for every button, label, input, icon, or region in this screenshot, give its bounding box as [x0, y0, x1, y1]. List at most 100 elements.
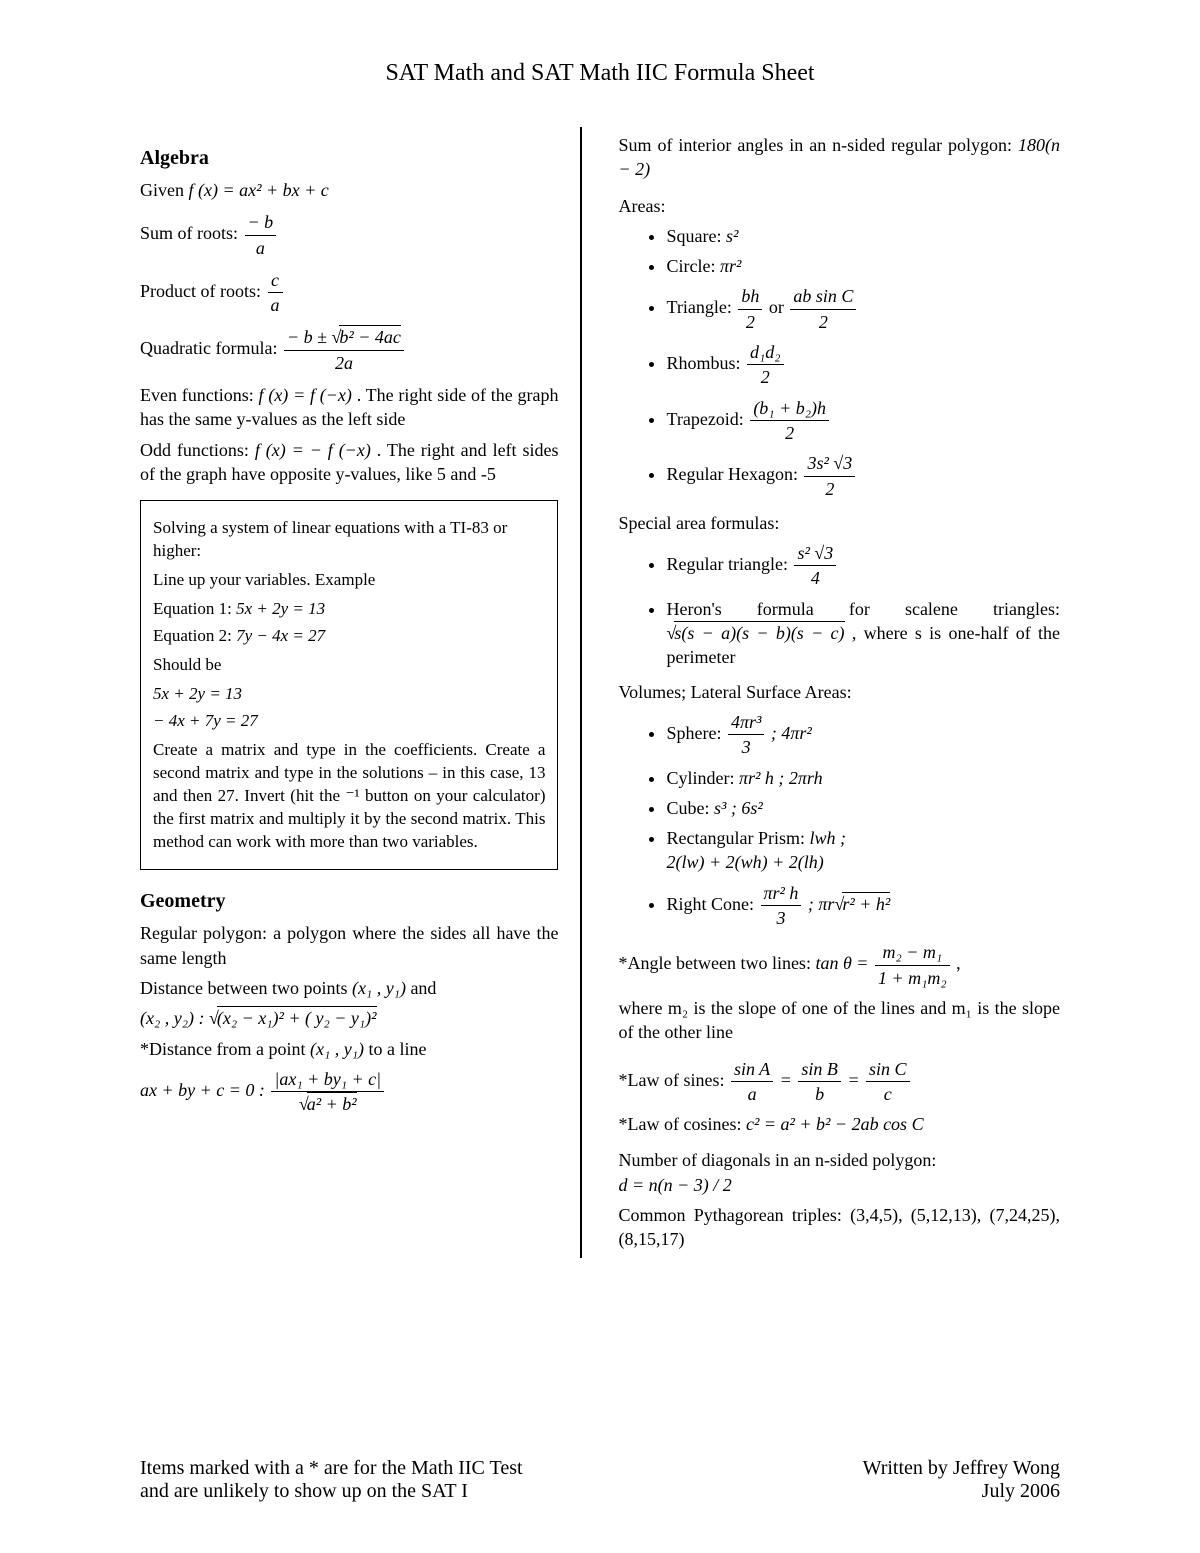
- prod-roots-den: a: [268, 293, 283, 317]
- sph-sa: ; 4πr²: [771, 723, 812, 743]
- pt-line-num: |ax₁ + by₁ + c|: [271, 1067, 384, 1092]
- quad-num-pre: − b ±: [287, 327, 332, 347]
- pt-line-den: a² + b²: [271, 1092, 384, 1116]
- areas-list: Square: s² Circle: πr² Triangle: bh2 or …: [618, 224, 1060, 501]
- vol-label: Volumes; Lateral Surface Areas:: [618, 680, 1060, 704]
- rect-l: Rectangular Prism:: [666, 828, 809, 848]
- eq2-sign: =: [847, 1069, 864, 1089]
- rtri-f: s² √34: [794, 541, 836, 591]
- cone-sa-pre: ; πr: [808, 894, 835, 914]
- algebra-heading: Algebra: [140, 145, 558, 172]
- odd-label: Odd functions:: [140, 440, 255, 460]
- sines-a: sin Aa: [731, 1057, 773, 1107]
- distance-points: Distance between two points (x₁ , y₁) an…: [140, 976, 558, 1000]
- hex-n: 3s² √3: [804, 451, 855, 476]
- cube-v: s³ ; 6s²: [714, 798, 763, 818]
- box-al1: 5x + 2y = 13: [153, 683, 545, 706]
- radical-icon: [299, 1094, 307, 1114]
- heron: Heron's formula for scalene triangles: s…: [666, 597, 1060, 670]
- pt-line-2: ax + by + c = 0 : |ax₁ + by₁ + c| a² + b…: [140, 1067, 558, 1117]
- heron-pre: Heron's formula for scalene triangles:: [666, 599, 1060, 619]
- radical-icon: [209, 1008, 217, 1028]
- tri-n1: bh: [738, 284, 762, 309]
- sum-roots-den: a: [245, 236, 277, 260]
- cylinder: Cylinder: πr² h ; 2πrh: [666, 766, 1060, 790]
- s-c-n: sin C: [866, 1057, 910, 1082]
- dist-pre: Distance between two points: [140, 978, 352, 998]
- page-title: SAT Math and SAT Math IIC Formula Sheet: [140, 60, 1060, 87]
- eq2: 7y − 4x = 27: [236, 626, 325, 645]
- dist-and: and: [410, 978, 436, 998]
- sph-f: 4πr³3: [728, 710, 764, 760]
- diag-pre: Number of diagonals in an n-sided polygo…: [618, 1150, 936, 1170]
- rhom-l: Rhombus:: [666, 353, 745, 373]
- rtri-n: s² √3: [794, 541, 836, 566]
- pt-line-frac: |ax₁ + by₁ + c| a² + b²: [271, 1067, 384, 1117]
- quadratic: Quadratic formula: − b ± b² − 4ac 2a: [140, 325, 558, 375]
- eq1-label: Equation 1:: [153, 599, 236, 618]
- rtri-d: 4: [794, 566, 836, 590]
- footer-l1: Items marked with a * are for the Math I…: [140, 1457, 523, 1479]
- dist-rad: (x₂ − x₁)² + ( y₂ − y₁)²: [217, 1006, 377, 1028]
- rect-v2: 2(lw) + 2(wh) + 2(lh): [666, 852, 823, 872]
- law-sines: *Law of sines: sin Aa = sin Bb = sin Cc: [618, 1057, 1060, 1107]
- sines-pre: *Law of sines:: [618, 1069, 728, 1089]
- area-square: Square: s²: [666, 224, 1060, 248]
- footer-r2: July 2006: [982, 1480, 1060, 1502]
- angle-post: ,: [956, 953, 961, 973]
- footer-left: Items marked with a * are for the Math I…: [140, 1457, 523, 1503]
- s-a-d: a: [731, 1082, 773, 1106]
- area-trapezoid: Trapezoid: (b₁ + b₂)h2: [666, 396, 1060, 446]
- pt-line-pre: *Distance from a point: [140, 1039, 310, 1059]
- area-rhombus: Rhombus: d₁d₂2: [666, 340, 1060, 390]
- trap-f: (b₁ + b₂)h2: [750, 396, 829, 446]
- sphere: Sphere: 4πr³3 ; 4πr²: [666, 710, 1060, 760]
- eq1-sign: =: [780, 1069, 797, 1089]
- rect-v1: lwh ;: [809, 828, 846, 848]
- tri-l: Triangle:: [666, 297, 736, 317]
- angle-pre: *Angle between two lines:: [618, 953, 815, 973]
- hex-l: Regular Hexagon:: [666, 464, 802, 484]
- box-should: Should be: [153, 654, 545, 677]
- dist-p1: (x₁ , y₁): [352, 978, 406, 998]
- s-c-d: c: [866, 1082, 910, 1106]
- pt-line-den-rad: a² + b²: [307, 1092, 357, 1114]
- sq-l: Square:: [666, 226, 725, 246]
- quad-num-rad: b² − 4ac: [339, 325, 401, 347]
- reg-triangle: Regular triangle: s² √34: [666, 541, 1060, 591]
- given-eq: f (x) = ax² + bx + c: [189, 180, 329, 200]
- box-l2: Line up your variables. Example: [153, 569, 545, 592]
- prod-roots-frac: c a: [268, 268, 283, 318]
- eq1: 5x + 2y = 13: [236, 599, 325, 618]
- pt-line-pt: (x₁ , y₁): [310, 1039, 364, 1059]
- special-list: Regular triangle: s² √34 Heron's formula…: [618, 541, 1060, 669]
- cone-sa-rad: r² + h²: [842, 892, 890, 914]
- ti83-box: Solving a system of linear equations wit…: [140, 500, 558, 870]
- even-eq: f (x) = f (−x): [259, 385, 352, 405]
- geometry-heading: Geometry: [140, 888, 558, 915]
- box-eq2: Equation 2: 7y − 4x = 27: [153, 625, 545, 648]
- cyl-l: Cylinder:: [666, 768, 739, 788]
- area-hexagon: Regular Hexagon: 3s² √32: [666, 451, 1060, 501]
- pythagorean: Common Pythagorean triples: (3,4,5), (5,…: [618, 1203, 1060, 1252]
- dist-p2: (x₂ , y₂) :: [140, 1008, 209, 1028]
- ci-l: Circle:: [666, 256, 719, 276]
- tri-d2: 2: [790, 310, 856, 334]
- sum-roots-label: Sum of roots:: [140, 223, 243, 243]
- tri-f2: ab sin C2: [790, 284, 856, 334]
- distance-points-2: (x₂ , y₂) : (x₂ − x₁)² + ( y₂ − y₁)²: [140, 1006, 558, 1030]
- quad-frac: − b ± b² − 4ac 2a: [284, 325, 404, 375]
- s-b-d: b: [798, 1082, 841, 1106]
- right-column: Sum of interior angles in an n-sided reg…: [618, 127, 1060, 1258]
- sph-l: Sphere:: [666, 723, 725, 743]
- prod-roots-label: Product of roots:: [140, 281, 266, 301]
- pt-line-post: to a line: [368, 1039, 426, 1059]
- eq2-label: Equation 2:: [153, 626, 236, 645]
- trap-d: 2: [750, 421, 829, 445]
- reg-poly: Regular polygon: a polygon where the sid…: [140, 921, 558, 970]
- hex-f: 3s² √32: [804, 451, 855, 501]
- interior-pre: Sum of interior angles in an n-sided reg…: [618, 135, 1018, 155]
- cone-n: πr² h: [761, 881, 802, 906]
- rtri-l: Regular triangle:: [666, 554, 792, 574]
- angle-n: m₂ − m₁: [875, 940, 950, 965]
